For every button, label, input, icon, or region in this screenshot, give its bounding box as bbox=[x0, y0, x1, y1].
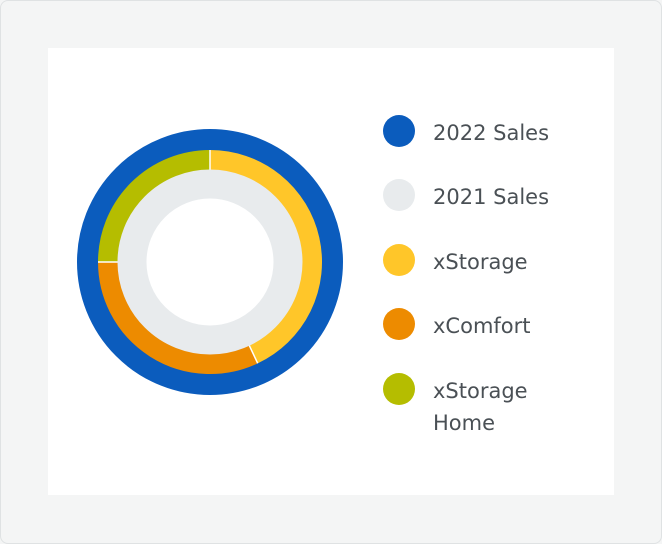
donut-chart bbox=[77, 129, 343, 395]
donut-slice-2021-sales bbox=[117, 169, 303, 355]
legend-label: xStorage bbox=[433, 250, 528, 274]
slice-separator bbox=[247, 343, 259, 364]
donut-slice-xstorage-home bbox=[98, 150, 211, 263]
legend-label: xStorage Home bbox=[433, 379, 528, 435]
legend-label: xComfort bbox=[433, 314, 531, 338]
legend-label: 2021 Sales bbox=[433, 185, 550, 209]
legend-swatch bbox=[383, 179, 415, 211]
donut-slice-xstorage bbox=[209, 150, 322, 364]
legend-swatch bbox=[383, 115, 415, 147]
legend-swatch bbox=[383, 244, 415, 276]
legend-swatch bbox=[383, 373, 415, 405]
legend-label: 2022 Sales bbox=[433, 121, 550, 145]
legend-swatch bbox=[383, 308, 415, 340]
donut-slice-xcomfort bbox=[98, 261, 258, 374]
donut-slice-2022-sales bbox=[77, 129, 343, 395]
